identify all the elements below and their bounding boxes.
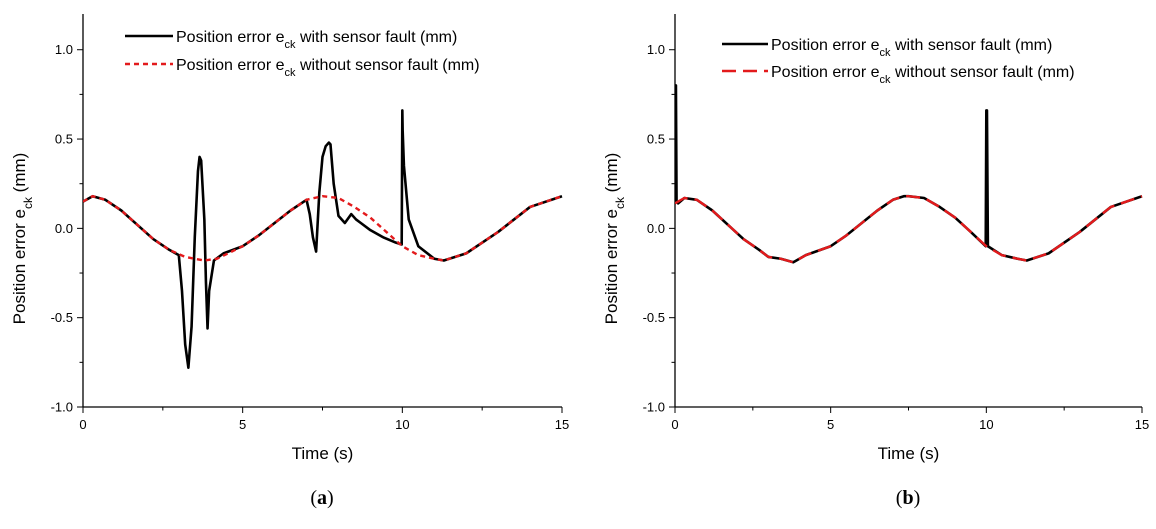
y-axis-label: Position error eck (mm) [602,153,627,325]
y-axis-label: Position error eck (mm) [10,153,35,325]
legend-entry: Position error eck with sensor fault (mm… [771,37,1052,59]
x-tick-label: 15 [1135,417,1149,432]
chart-panel-a: 0 5 10 15 -1.0 -0.5 0.0 0.5 1.0 Time (s) Position … [10,14,569,509]
y-tick-label: -1.0 [51,400,73,415]
panel-caption: (b) [896,487,920,509]
x-tick-label: 10 [979,417,993,432]
series-line-with-fault [83,109,563,370]
x-tick-label: 5 [239,417,246,432]
y-tick-label: 0.0 [55,221,73,236]
x-axis-label: Time (s) [878,444,940,463]
x-tick-label: 10 [395,417,409,432]
y-tick-label: 0.5 [55,132,73,147]
x-axis-label: Time (s) [292,444,354,463]
y-tick-label: -0.5 [51,310,73,325]
series-line-without-fault [83,195,563,262]
legend-entry: Position error eck without sensor fault … [771,64,1075,86]
y-tick-label: -0.5 [643,310,665,325]
y-tick-label: -1.0 [643,400,665,415]
y-tick-label: 1.0 [55,42,73,57]
x-tick-label: 15 [555,417,569,432]
x-tick-label: 0 [671,417,678,432]
legend-entry: Position error eck without sensor fault … [176,57,480,79]
series-line-with-fault [675,84,1143,264]
chart-panel-b: 0 5 10 15 -1.0 -0.5 0.0 0.5 1.0 Time (s) Position … [602,14,1149,509]
series-line-without-fault [675,195,1143,264]
y-tick-label: 0.5 [647,132,665,147]
panel-caption: (a) [310,487,333,509]
y-tick-label: 0.0 [647,221,665,236]
y-tick-label: 1.0 [647,42,665,57]
legend-entry: Position error eck with sensor fault (mm… [176,29,457,51]
x-tick-label: 5 [827,417,834,432]
x-tick-label: 0 [79,417,86,432]
